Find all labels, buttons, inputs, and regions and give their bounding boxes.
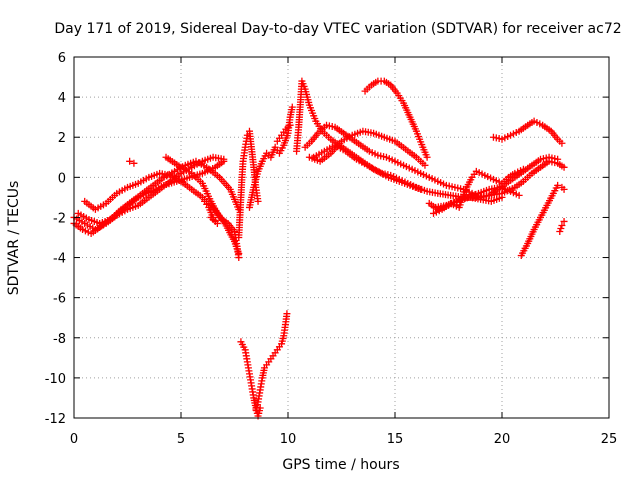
data-point: [286, 121, 294, 129]
x-axis-label: GPS time / hours: [282, 457, 399, 473]
data-point: [235, 254, 243, 262]
series-track-11: [293, 77, 568, 201]
data-point: [126, 157, 134, 165]
y-tick-label: -4: [53, 252, 66, 267]
y-tick-label: 6: [58, 51, 66, 66]
data-point: [515, 191, 523, 199]
x-tick-label: 20: [494, 432, 511, 447]
interpolated-point: [557, 224, 565, 232]
data-point: [554, 181, 562, 189]
y-tick-label: 2: [58, 131, 66, 146]
series-track-14: [310, 141, 425, 193]
y-axis-label: SDTVAR / TECUs: [6, 181, 22, 296]
series-track-15: [361, 77, 431, 161]
data-point: [558, 139, 566, 147]
data-point: [283, 310, 291, 318]
x-tick-label: 25: [601, 432, 618, 447]
y-tick-label: -2: [53, 211, 66, 226]
series-track-10: [273, 121, 294, 145]
chart-title: Day 171 of 2019, Sidereal Day-to-day VTE…: [54, 21, 621, 37]
y-tick-label: -10: [45, 372, 66, 387]
data-point: [498, 193, 506, 201]
y-tick-label: 4: [58, 91, 66, 106]
series-track-12: [301, 121, 562, 201]
data-point: [558, 221, 566, 229]
series-track-18: [432, 183, 523, 211]
series-track-5: [126, 157, 138, 167]
data-point: [207, 213, 215, 221]
series-track-24: [252, 310, 291, 414]
data-point: [560, 217, 568, 225]
series-track-17: [430, 165, 527, 217]
data-point: [556, 227, 564, 235]
axis-ticks: 0 5 10 15 20 25 -12 -10 -8 -6 -4 -2 0 2 4 6: [45, 51, 618, 447]
series-track-7: [201, 197, 221, 227]
data-point: [288, 103, 296, 111]
data-point: [560, 163, 568, 171]
x-tick-label: 15: [387, 432, 404, 447]
series-track-21: [558, 183, 568, 193]
x-tick-label: 0: [70, 432, 78, 447]
series-track-23: [237, 338, 264, 420]
grid-lines: [74, 57, 609, 418]
series-track-13: [305, 127, 429, 169]
data-point: [421, 161, 429, 169]
series-track-20: [517, 181, 562, 260]
x-tick-label: 5: [177, 432, 185, 447]
data-point: [417, 185, 425, 193]
series-track-3: [74, 157, 243, 227]
y-tick-label: -6: [53, 292, 66, 307]
x-tick-label: 10: [280, 432, 297, 447]
series-track-19: [489, 117, 566, 147]
series-track-9: [245, 103, 296, 211]
y-tick-label: -8: [53, 332, 66, 347]
series-track-22: [556, 217, 568, 235]
data-point: [560, 185, 568, 193]
data-point: [254, 197, 262, 205]
series-track-6: [162, 153, 243, 262]
data-point: [220, 155, 228, 163]
data-point: [519, 165, 527, 173]
data-point: [423, 153, 431, 161]
data-point: [554, 155, 562, 163]
y-tick-label: -12: [45, 412, 66, 427]
data-points: [70, 77, 568, 420]
data-point: [130, 159, 138, 167]
plot-frame: [73, 56, 610, 419]
y-tick-label: 0: [58, 171, 66, 186]
